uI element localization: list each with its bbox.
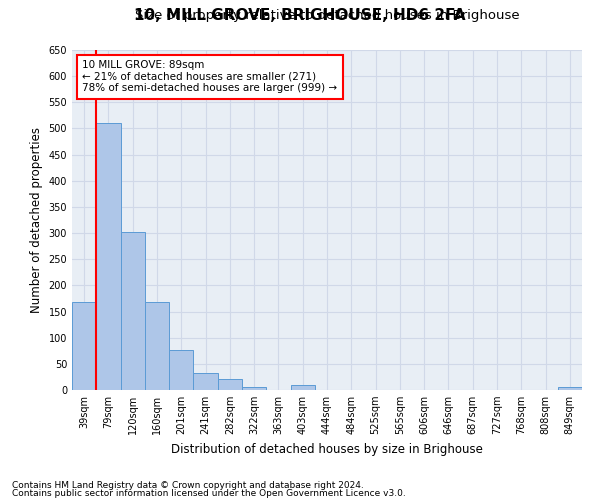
Text: Contains HM Land Registry data © Crown copyright and database right 2024.: Contains HM Land Registry data © Crown c… xyxy=(12,481,364,490)
X-axis label: Distribution of detached houses by size in Brighouse: Distribution of detached houses by size … xyxy=(171,442,483,456)
Bar xyxy=(193,374,218,390)
Bar xyxy=(145,302,169,390)
Bar xyxy=(121,232,145,390)
Bar xyxy=(558,388,582,390)
Text: 10, MILL GROVE, BRIGHOUSE, HD6 2FA: 10, MILL GROVE, BRIGHOUSE, HD6 2FA xyxy=(134,8,466,22)
Text: Contains public sector information licensed under the Open Government Licence v3: Contains public sector information licen… xyxy=(12,488,406,498)
Bar xyxy=(169,350,193,390)
Bar xyxy=(290,386,315,390)
Bar xyxy=(218,379,242,390)
Bar xyxy=(72,302,96,390)
Title: Size of property relative to detached houses in Brighouse: Size of property relative to detached ho… xyxy=(134,10,520,22)
Text: 10 MILL GROVE: 89sqm
← 21% of detached houses are smaller (271)
78% of semi-deta: 10 MILL GROVE: 89sqm ← 21% of detached h… xyxy=(82,60,337,94)
Y-axis label: Number of detached properties: Number of detached properties xyxy=(30,127,43,313)
Bar xyxy=(96,122,121,390)
Bar xyxy=(242,387,266,390)
